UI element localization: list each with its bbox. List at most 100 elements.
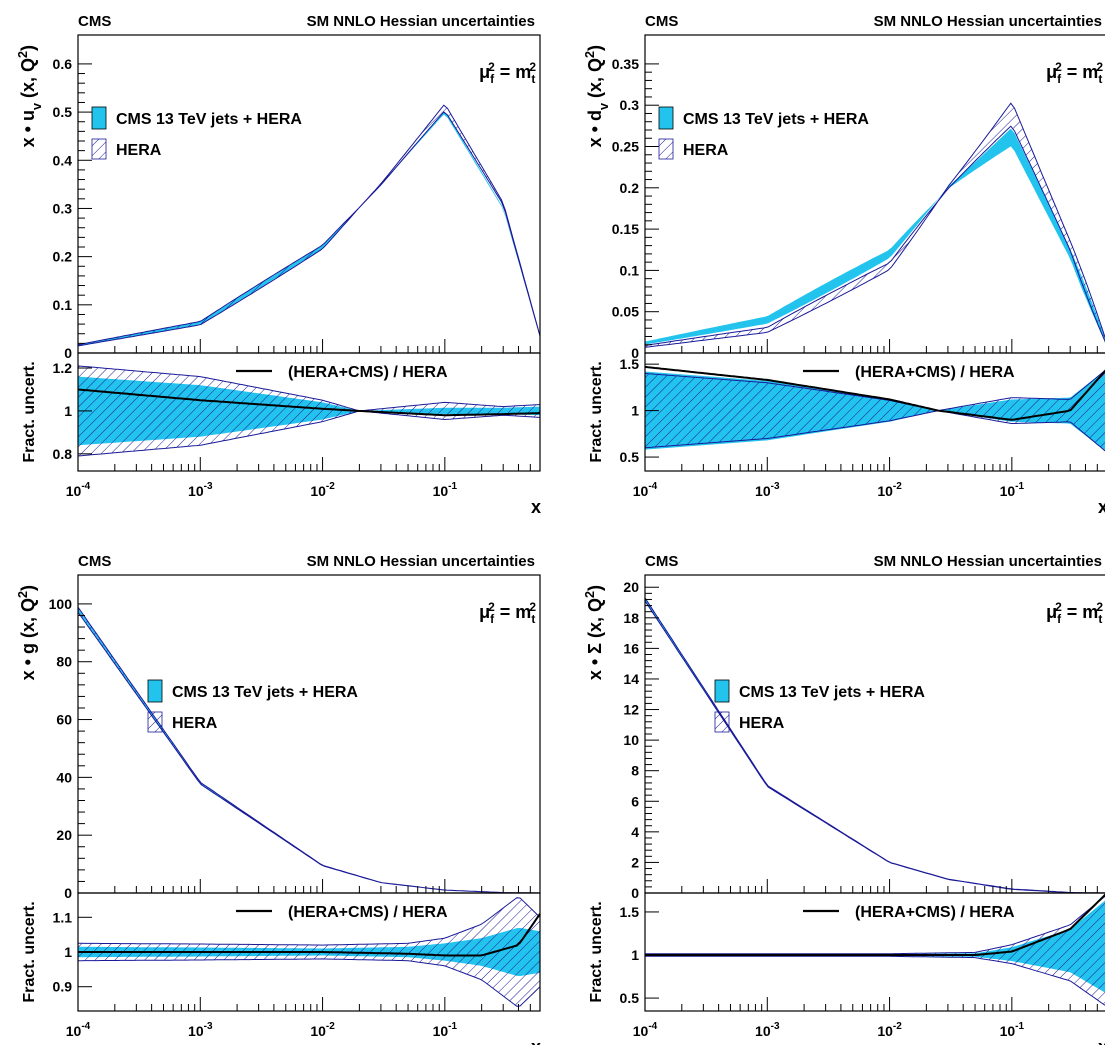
xlabel: x	[1098, 497, 1105, 517]
xtick-label: 10-3	[188, 481, 213, 499]
ylabel-top: x • Σ (x, Q2)	[583, 585, 605, 680]
ratio-ylabel: Fract. uncert.	[588, 901, 605, 1002]
ytick-label-top: 0.6	[53, 56, 73, 72]
legend-swatch-fit	[91, 106, 107, 130]
ytick-label-top: 0	[631, 885, 639, 901]
fit-band-top	[645, 598, 1105, 893]
ratio-legend-label: (HERA+CMS) / HERA	[288, 364, 448, 381]
legend-label-fit: CMS 13 TeV jets + HERA	[172, 684, 358, 701]
ytick-label-top: 4	[631, 824, 639, 840]
ytick-label-top: 0.2	[620, 180, 640, 196]
legend-label-fit: CMS 13 TeV jets + HERA	[739, 684, 925, 701]
ytick-label-top: 14	[623, 671, 639, 687]
ylabel-top: x • dv (x, Q2)	[583, 45, 611, 147]
ytick-label-top: 6	[631, 793, 639, 809]
legend-swatch-hera	[147, 711, 163, 733]
panel-bottom-left: CMS SM NNLO Hessian uncertainties 0 20 40 60 8…	[16, 553, 541, 1045]
ratio-legend-label: (HERA+CMS) / HERA	[288, 904, 448, 921]
ytick-label-top: 0.1	[620, 262, 640, 278]
ytick-label-top: 0.05	[612, 304, 639, 320]
ytick-label-top: 40	[56, 769, 72, 785]
panel-top-left: CMS SM NNLO Hessian uncertainties 0 0.1 0.2 0…	[16, 13, 541, 517]
xtick-label: 10-1	[433, 481, 458, 499]
ytick-label-top: 12	[623, 702, 639, 718]
hera-band-top	[644, 102, 1105, 348]
legend-label-fit: CMS 13 TeV jets + HERA	[683, 111, 869, 128]
ratio-ylabel: Fract. uncert.	[588, 361, 605, 462]
legend-label-hera: HERA	[739, 715, 785, 732]
xtick-label: 10-3	[188, 1021, 213, 1039]
ytick-label-top: 0.1	[53, 297, 73, 313]
hera-band-ratio	[644, 369, 1105, 452]
ytick-label-top: 0.15	[612, 221, 639, 237]
ratio-frame	[644, 352, 1105, 472]
cms-label: CMS	[645, 553, 678, 570]
xtick-label: 10-1	[1000, 1021, 1025, 1039]
xtick-label: 10-2	[877, 481, 902, 499]
top-frame	[644, 34, 1105, 354]
ytick-label-top: 2	[631, 854, 639, 870]
ratio-line	[645, 893, 1105, 956]
ratio-ylabel: Fract. uncert.	[21, 901, 38, 1002]
ytick-label-ratio: 1.2	[53, 360, 73, 376]
ytick-label-ratio: 1	[631, 947, 639, 963]
xtick-label: 10-2	[877, 1021, 902, 1039]
ytick-label-ratio: 0.8	[53, 446, 73, 462]
ytick-label-top: 0	[64, 885, 72, 901]
legend-label-hera: HERA	[683, 142, 729, 159]
ytick-label-top: 10	[623, 732, 639, 748]
ytick-label-top: 0.2	[53, 249, 73, 265]
ytick-label-top: 60	[56, 712, 72, 728]
ratio-frame	[77, 352, 541, 472]
ratio-legend-label: (HERA+CMS) / HERA	[855, 904, 1015, 921]
ytick-label-top: 0.3	[620, 97, 640, 113]
ratio-legend-label: (HERA+CMS) / HERA	[855, 364, 1015, 381]
xtick-label: 10-3	[755, 481, 780, 499]
cms-label: CMS	[645, 13, 678, 30]
subtitle-label: SM NNLO Hessian uncertainties	[874, 553, 1102, 570]
ytick-label-ratio: 1	[64, 403, 72, 419]
xtick-label: 10-2	[310, 1021, 335, 1039]
scale-label: μf2 = mt2	[1046, 60, 1103, 86]
scale-label: μf2 = mt2	[1046, 600, 1103, 626]
panel-top-right: CMS SM NNLO Hessian uncertainties 0 0.05 0.1…	[583, 13, 1105, 517]
ytick-label-top: 0.35	[612, 56, 639, 72]
ratio-ylabel: Fract. uncert.	[21, 361, 38, 462]
panel-bottom-right: CMS SM NNLO Hessian uncertainties 0 2 4 6 8 10 1…	[583, 553, 1105, 1045]
ytick-label-top: 8	[631, 763, 639, 779]
xlabel: x	[1098, 1037, 1105, 1045]
ratio-line	[78, 913, 541, 957]
ytick-label-top: 18	[623, 610, 639, 626]
cms-label: CMS	[78, 553, 111, 570]
subtitle-label: SM NNLO Hessian uncertainties	[874, 13, 1102, 30]
scale-label: μf2 = mt2	[479, 60, 536, 86]
ytick-label-top: 100	[49, 596, 73, 612]
top-frame	[77, 574, 541, 894]
legend-swatch-fit	[658, 106, 674, 130]
ytick-label-top: 20	[623, 579, 639, 595]
hera-band-top	[77, 605, 541, 894]
ratio-frame	[644, 892, 1105, 1012]
legend-swatch-hera	[91, 138, 107, 160]
ytick-label-ratio: 0.9	[53, 979, 73, 995]
ytick-label-top: 80	[56, 654, 72, 670]
ytick-label-top: 0.3	[53, 200, 73, 216]
ytick-label-ratio: 0.5	[620, 990, 640, 1006]
legend-swatch-hera	[658, 138, 674, 160]
ytick-label-ratio: 0.5	[620, 449, 640, 465]
legend-label-fit: CMS 13 TeV jets + HERA	[116, 111, 302, 128]
subtitle-label: SM NNLO Hessian uncertainties	[307, 553, 535, 570]
xtick-label: 10-2	[310, 481, 335, 499]
ytick-label-ratio: 1.5	[620, 356, 640, 372]
ratio-line	[77, 388, 541, 417]
ylabel-top: x • g (x, Q2)	[16, 585, 38, 680]
xlabel: x	[531, 1037, 541, 1045]
legend-label-hera: HERA	[116, 142, 162, 159]
ytick-label-ratio: 1	[631, 403, 639, 419]
xtick-label: 10-4	[66, 1021, 91, 1039]
xtick-label: 10-4	[66, 481, 91, 499]
ratio-line	[644, 365, 1105, 421]
ytick-label-top: 0.25	[612, 139, 639, 155]
xtick-label: 10-1	[1000, 481, 1025, 499]
